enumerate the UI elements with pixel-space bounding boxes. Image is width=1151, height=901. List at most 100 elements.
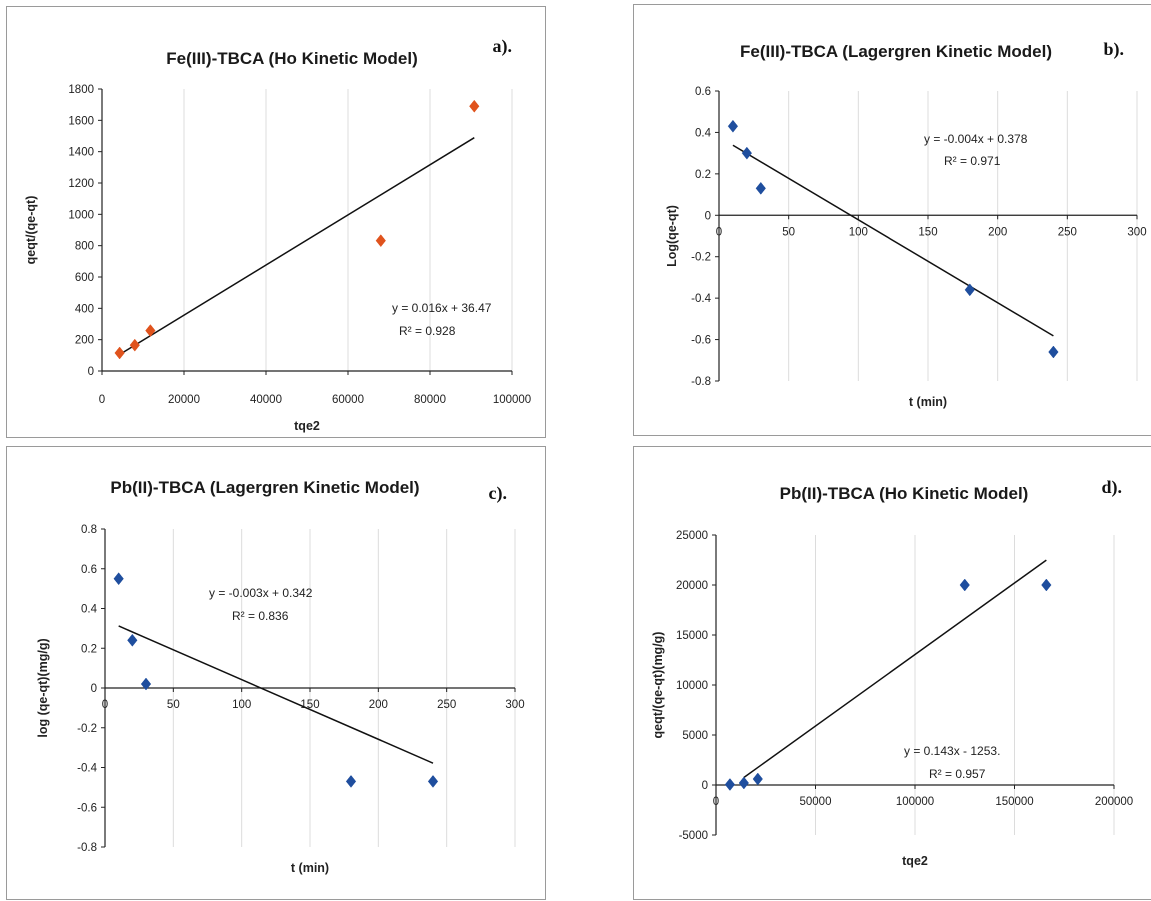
x-tick-label: 200 xyxy=(988,226,1007,238)
x-tick-label: 0 xyxy=(102,699,108,711)
chart-d-svg: Pb(II)-TBCA (Ho Kinetic Model) d). -5000 0 5… xyxy=(651,477,1133,868)
x-tick-label: 100000 xyxy=(896,796,934,808)
chart-panel-c: Pb(II)-TBCA (Lagergren Kinetic Model) c).… xyxy=(6,446,546,900)
trendline xyxy=(118,625,434,764)
data-point xyxy=(752,772,763,786)
x-tick-label: 100 xyxy=(232,699,251,711)
x-tick-label: 60000 xyxy=(332,394,364,406)
y-tick-label: 0 xyxy=(705,210,711,222)
chart-title: Pb(II)-TBCA (Ho Kinetic Model) xyxy=(780,484,1029,503)
y-tick-label: 1000 xyxy=(68,209,94,221)
x-tick-label: 100 xyxy=(849,226,868,238)
trendline-equation: y = -0.003x + 0.342 xyxy=(209,586,313,600)
y-tick-label: -0.4 xyxy=(77,763,97,775)
x-tick-label: 200 xyxy=(369,699,388,711)
trendline-r2: R² = 0.971 xyxy=(944,154,1001,168)
x-tick-label: 100000 xyxy=(493,394,531,406)
trendline-equation: y = 0.143x - 1253. xyxy=(904,744,1000,758)
trendline xyxy=(732,144,1054,337)
y-tick-label: 0.2 xyxy=(81,643,97,655)
data-point xyxy=(727,119,739,133)
data-point xyxy=(964,283,975,297)
y-tick-label: 0 xyxy=(91,683,97,695)
x-tick-label: 0 xyxy=(713,796,719,808)
x-tick-label: 250 xyxy=(1058,226,1077,238)
data-point xyxy=(375,234,386,248)
data-point xyxy=(738,776,749,790)
y-tick-label: 800 xyxy=(75,241,94,253)
panel-label: a). xyxy=(493,36,513,57)
chart-c-svg: Pb(II)-TBCA (Lagergren Kinetic Model) c).… xyxy=(36,478,525,875)
data-point xyxy=(469,99,480,113)
x-axis-title: t (min) xyxy=(291,861,329,875)
x-tick-label: 300 xyxy=(505,699,524,711)
y-tick-label: 20000 xyxy=(676,580,708,592)
trendline-r2: R² = 0.928 xyxy=(399,324,456,338)
x-tick-label: 20000 xyxy=(168,394,200,406)
data-point xyxy=(724,778,736,791)
panel-label: c). xyxy=(489,483,507,504)
grid-lines xyxy=(788,91,1138,381)
y-tick-label: 0.4 xyxy=(695,127,712,139)
trendline xyxy=(119,137,475,356)
x-tick-label: 300 xyxy=(1127,226,1146,238)
chart-panel-d: Pb(II)-TBCA (Ho Kinetic Model) d). -5000 0 5… xyxy=(633,446,1151,900)
data-point xyxy=(1048,345,1059,359)
y-tick-label: 15000 xyxy=(676,630,708,642)
y-tick-label: 0.6 xyxy=(695,86,711,98)
trendline-equation: y = -0.004x + 0.378 xyxy=(924,132,1028,146)
chart-b-svg: Fe(III)-TBCA (Lagergren Kinetic Model) b)… xyxy=(665,39,1147,409)
y-tick-label: 1400 xyxy=(68,147,94,159)
x-tick-label: 50000 xyxy=(800,796,832,808)
data-point xyxy=(127,633,138,647)
chart-a-svg: Fe(III)-TBCA (Ho Kinetic Model) a). 0 200 40… xyxy=(24,36,531,433)
y-axis-title: log (qe-qt)(mg/g) xyxy=(36,638,50,737)
y-tick-label: 0.2 xyxy=(695,169,711,181)
y-tick-label: 0.4 xyxy=(81,604,98,616)
x-tick-label: 40000 xyxy=(250,394,282,406)
y-tick-label: -0.6 xyxy=(691,335,711,347)
y-tick-label: 10000 xyxy=(676,680,708,692)
y-tick-label: 0.8 xyxy=(81,524,97,536)
y-tick-label: 1600 xyxy=(68,115,94,127)
x-axis-title: tqe2 xyxy=(294,419,320,433)
y-tick-label: 0 xyxy=(702,780,708,792)
y-tick-label: 1200 xyxy=(68,178,94,190)
y-tick-label: -0.4 xyxy=(691,293,711,305)
y-tick-label: 200 xyxy=(75,335,94,347)
y-tick-label: -0.8 xyxy=(691,376,711,388)
panel-label: d). xyxy=(1101,477,1122,498)
trendline-r2: R² = 0.957 xyxy=(929,767,986,781)
y-axis-title: Log(qe-qt) xyxy=(665,205,679,267)
y-tick-label: 600 xyxy=(75,272,94,284)
trendline-equation: y = 0.016x + 36.47 xyxy=(392,301,492,315)
x-axis-title: tqe2 xyxy=(902,854,928,868)
chart-title: Fe(III)-TBCA (Ho Kinetic Model) xyxy=(166,49,418,68)
y-tick-label: 1800 xyxy=(68,84,94,96)
grid-lines xyxy=(183,89,513,371)
data-point xyxy=(959,578,970,592)
y-tick-label: -0.2 xyxy=(691,252,711,264)
data-point xyxy=(755,181,766,195)
y-tick-label: 400 xyxy=(75,303,94,315)
chart-panel-a: Fe(III)-TBCA (Ho Kinetic Model) a). 0 200 40… xyxy=(6,6,546,438)
data-point xyxy=(113,572,124,586)
trendline-r2: R² = 0.836 xyxy=(232,609,289,623)
x-tick-label: 150000 xyxy=(995,796,1033,808)
x-tick-label: 150 xyxy=(918,226,937,238)
data-point xyxy=(1041,578,1052,592)
chart-title: Pb(II)-TBCA (Lagergren Kinetic Model) xyxy=(110,478,419,497)
panel-label: b). xyxy=(1103,39,1124,60)
data-point xyxy=(741,146,752,160)
y-tick-label: -0.8 xyxy=(77,842,97,854)
y-tick-label: 5000 xyxy=(682,730,708,742)
y-tick-label: 0.6 xyxy=(81,564,97,576)
y-axis-title: qeqt/(qe-qt) xyxy=(24,196,38,265)
x-tick-label: 80000 xyxy=(414,394,446,406)
x-tick-label: 50 xyxy=(782,226,795,238)
x-tick-label: 250 xyxy=(437,699,456,711)
x-tick-label: 0 xyxy=(716,226,722,238)
x-axis-title: t (min) xyxy=(909,395,947,409)
chart-title: Fe(III)-TBCA (Lagergren Kinetic Model) xyxy=(740,42,1052,61)
y-tick-label: -5000 xyxy=(679,830,708,842)
